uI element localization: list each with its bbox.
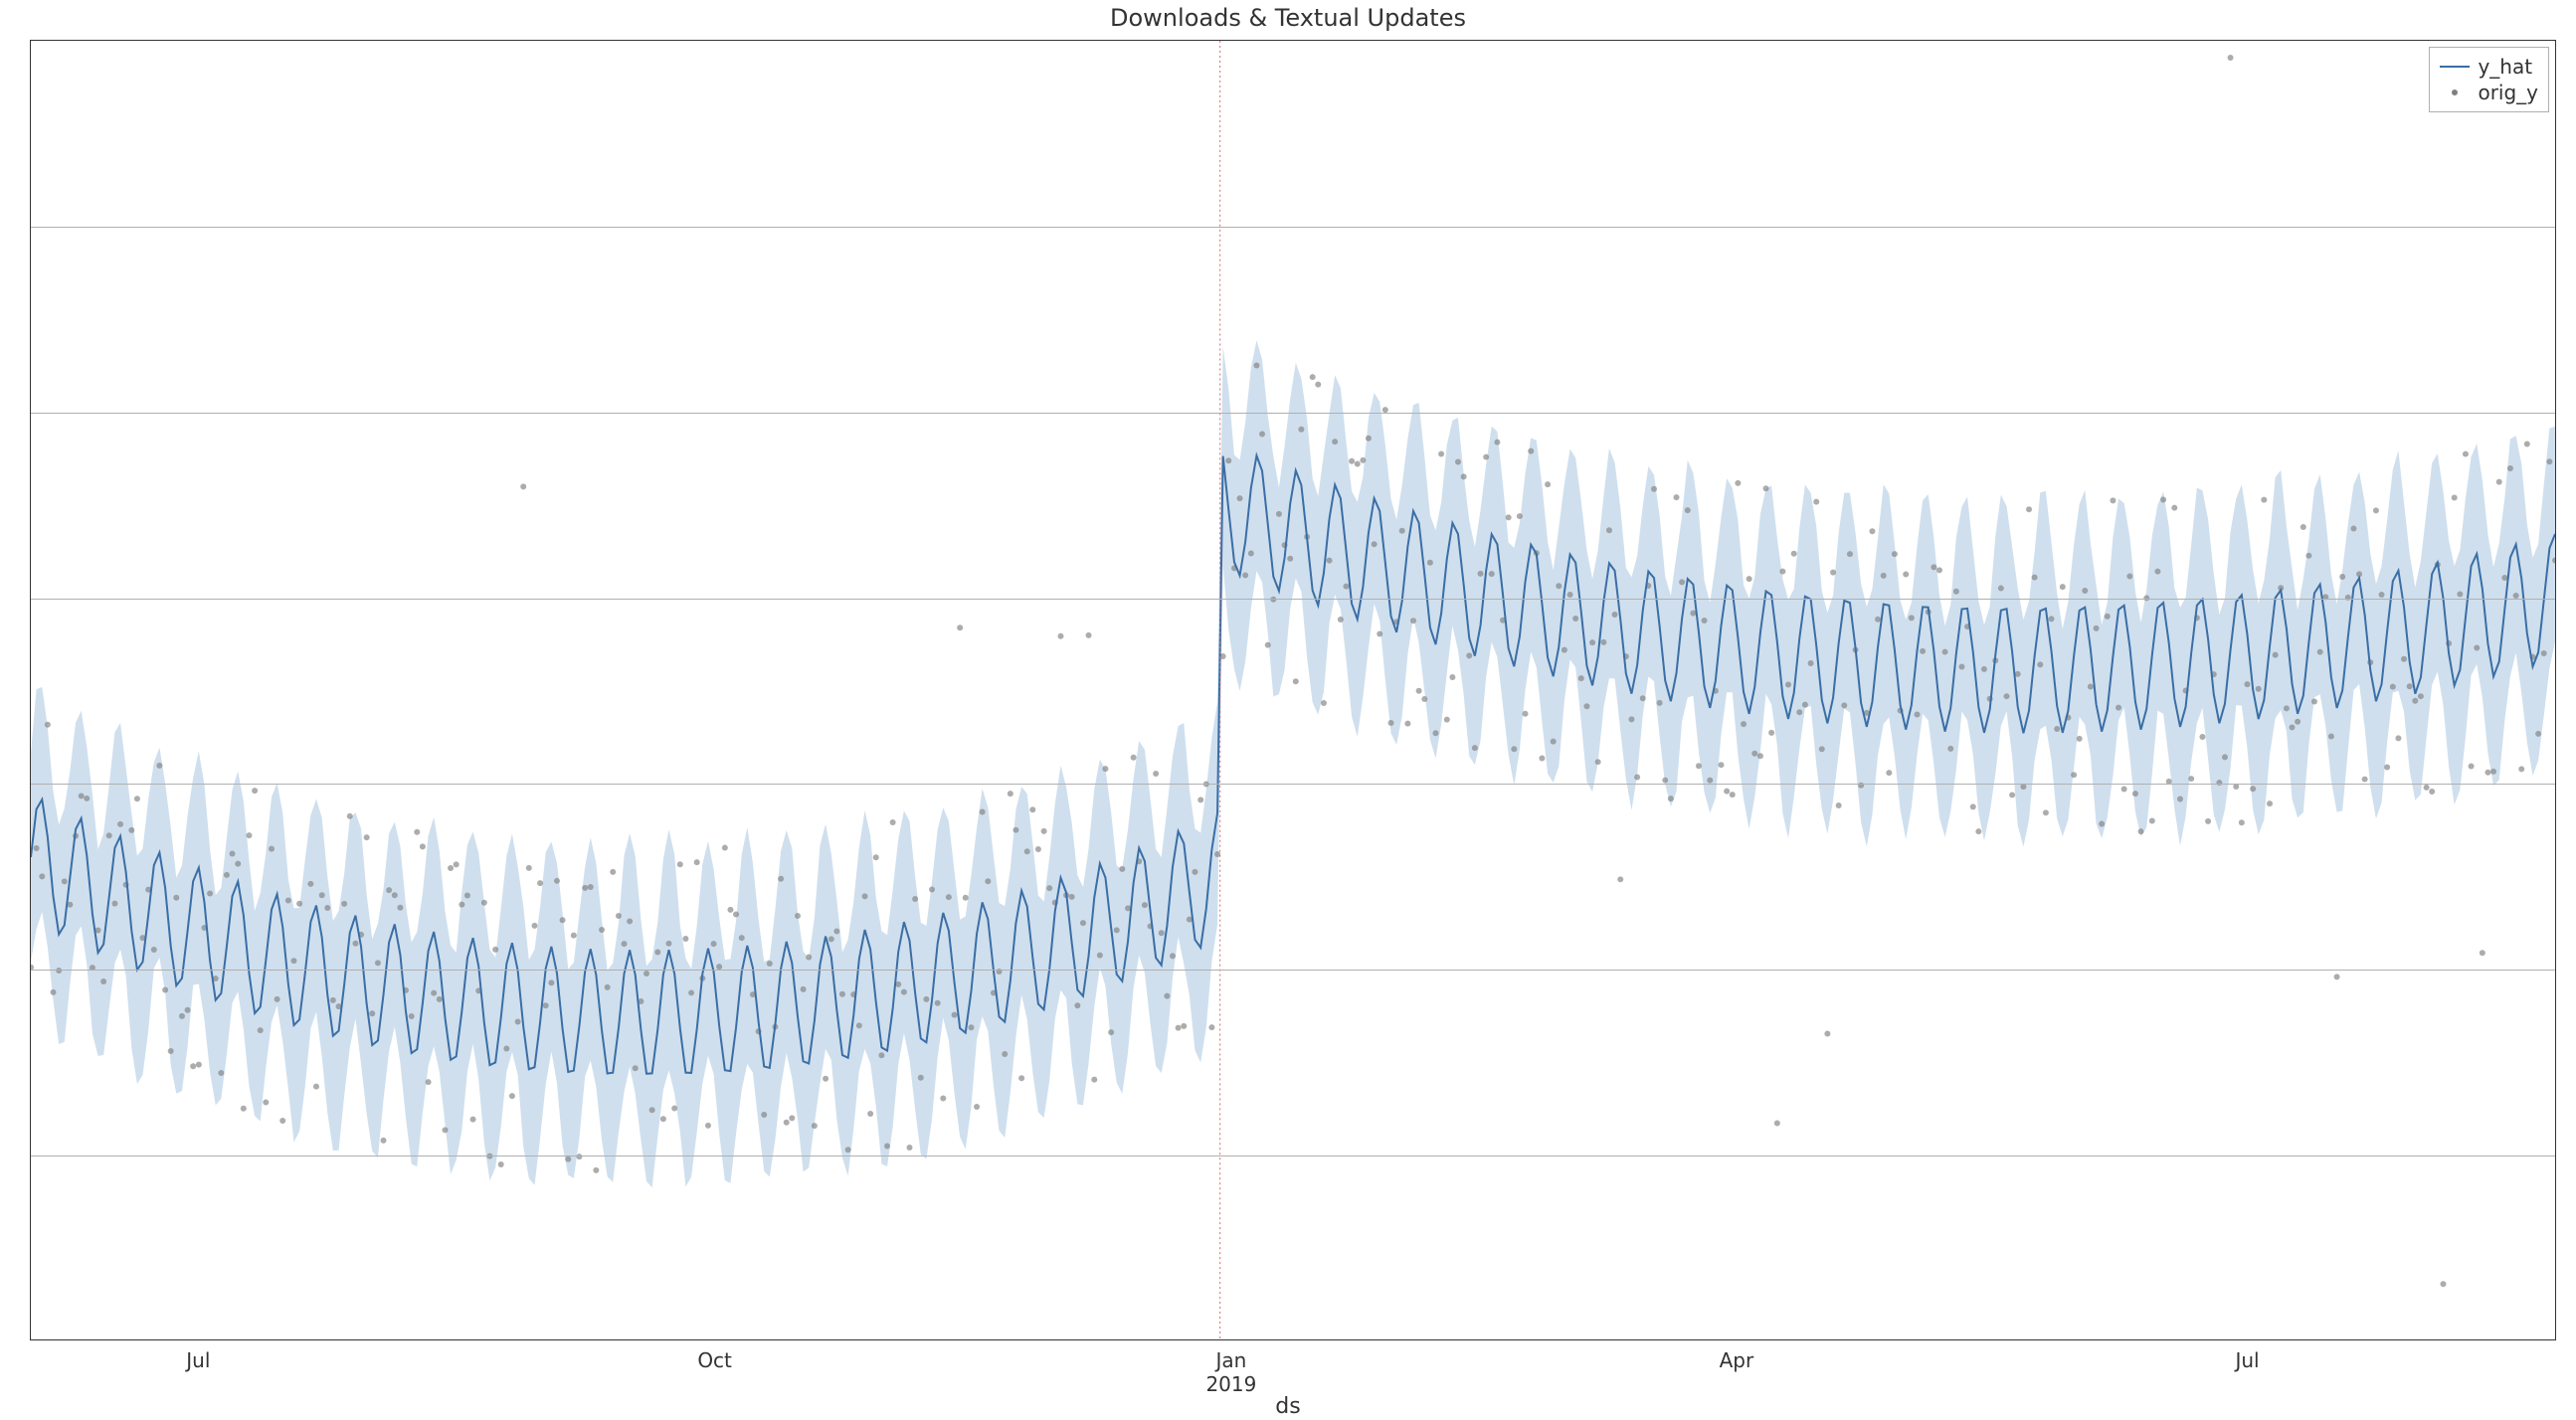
chart-container: Downloads & Textual Updates y_hatorig_y … [0, 0, 2576, 1420]
x-tick [1738, 1339, 1739, 1340]
x-tick-label: Jul [2235, 1348, 2259, 1372]
x-tick-label: Apr [1720, 1348, 1754, 1372]
gridline [31, 970, 2555, 971]
uncertainty-band [31, 340, 2555, 1187]
x-tick [2249, 1339, 2250, 1340]
y-tick [30, 599, 31, 600]
legend-swatch-dot [2440, 89, 2470, 95]
legend-item: y_hat [2440, 54, 2538, 80]
legend-item: orig_y [2440, 80, 2538, 105]
legend: y_hatorig_y [2429, 47, 2549, 112]
gridline [31, 413, 2555, 414]
gridline [31, 1155, 2555, 1156]
y-tick [30, 970, 31, 971]
plot-area: y_hatorig_y [30, 40, 2556, 1340]
x-tick [1232, 1339, 1233, 1340]
legend-label: y_hat [2478, 54, 2532, 80]
legend-swatch-line [2440, 66, 2470, 68]
x-axis-label: ds [1275, 1394, 1300, 1419]
gridline [31, 227, 2555, 228]
y-tick [30, 1155, 31, 1156]
x-tick-label: Jan [1215, 1348, 1246, 1372]
x-tick-label: Jul [186, 1348, 210, 1372]
y-tick [30, 227, 31, 228]
chart-title: Downloads & Textual Updates [0, 4, 2576, 32]
legend-label: orig_y [2478, 80, 2538, 105]
series-svg [31, 41, 2555, 1339]
gridline [31, 784, 2555, 785]
x-tick [199, 1339, 200, 1340]
y-tick [30, 413, 31, 414]
gridline [31, 599, 2555, 600]
x-tick-label: Oct [697, 1348, 732, 1372]
x-tick-major-label: 2019 [1205, 1372, 1256, 1396]
y-tick [30, 784, 31, 785]
x-tick [716, 1339, 717, 1340]
